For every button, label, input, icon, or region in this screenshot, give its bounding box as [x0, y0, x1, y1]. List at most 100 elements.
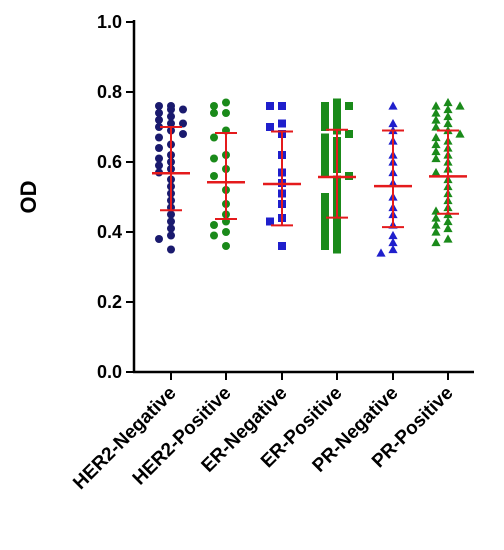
- data-point: [443, 223, 453, 233]
- data-point: [431, 153, 441, 163]
- data-point: [321, 154, 329, 163]
- data-point: [333, 245, 341, 254]
- data-point: [345, 130, 353, 138]
- data-point: [431, 206, 441, 215]
- data-point: [222, 228, 230, 236]
- data-point: [333, 238, 341, 247]
- data-point: [167, 245, 175, 254]
- data-point: [179, 130, 187, 138]
- data-point: [155, 123, 163, 131]
- data-point: [155, 154, 163, 163]
- data-point: [431, 101, 441, 110]
- data-point: [388, 101, 398, 110]
- data-point: [278, 242, 286, 250]
- data-point: [155, 102, 163, 110]
- y-tick-label: 0.4: [97, 222, 122, 242]
- data-point: [222, 242, 230, 250]
- data-point: [278, 102, 286, 110]
- data-point: [167, 217, 175, 226]
- data-point: [431, 167, 441, 177]
- y-tick-label: 0.0: [97, 362, 122, 382]
- data-point: [431, 220, 441, 229]
- data-point: [222, 98, 230, 107]
- data-point: [431, 122, 441, 131]
- x-axis: HER2-NegativeHER2-PositiveER-NegativeER-…: [69, 370, 474, 494]
- data-point: [321, 123, 329, 131]
- data-points: [155, 97, 465, 257]
- data-point: [443, 111, 453, 121]
- data-point: [431, 227, 441, 236]
- data-point: [321, 116, 329, 124]
- data-point: [333, 231, 341, 240]
- data-point: [376, 248, 386, 257]
- data-point: [388, 237, 398, 247]
- data-point: [321, 221, 329, 229]
- data-point: [167, 112, 175, 121]
- data-point: [266, 123, 274, 131]
- data-point: [455, 101, 465, 110]
- data-point: [155, 109, 163, 117]
- data-point: [431, 115, 441, 124]
- data-point: [210, 231, 218, 240]
- data-point: [167, 119, 175, 128]
- data-point: [431, 132, 441, 142]
- data-point: [345, 102, 353, 110]
- data-point: [321, 242, 329, 250]
- data-point: [321, 168, 329, 177]
- data-point: [155, 235, 163, 243]
- y-axis-title: OD: [16, 181, 41, 214]
- data-point: [321, 102, 329, 110]
- data-point: [321, 228, 329, 236]
- x-category-label: HER2-Positive: [129, 383, 236, 490]
- data-point: [167, 105, 175, 114]
- data-point: [333, 98, 341, 107]
- data-point: [167, 210, 175, 219]
- data-point: [431, 146, 441, 156]
- data-point: [431, 139, 441, 149]
- data-point: [455, 129, 465, 138]
- data-point: [431, 237, 441, 247]
- y-tick-label: 0.2: [97, 292, 122, 312]
- data-point: [321, 161, 329, 170]
- data-point: [388, 118, 398, 128]
- data-point: [266, 102, 274, 110]
- data-point: [321, 133, 329, 142]
- data-point: [210, 154, 218, 163]
- data-point: [210, 172, 218, 180]
- data-point: [321, 147, 329, 156]
- data-point: [443, 234, 453, 243]
- data-point: [333, 119, 341, 128]
- y-tick-label: 1.0: [97, 12, 122, 32]
- data-point: [321, 214, 329, 222]
- data-point: [155, 144, 163, 152]
- data-point: [431, 213, 441, 222]
- data-point: [443, 118, 453, 128]
- data-point: [266, 217, 274, 226]
- data-point: [155, 116, 163, 124]
- data-point: [210, 102, 218, 110]
- data-point: [321, 193, 329, 201]
- data-point: [321, 207, 329, 215]
- y-axis: 0.0 0.2 0.4 0.6 0.8 1.0: [97, 12, 136, 382]
- data-point: [278, 119, 286, 128]
- data-point: [321, 140, 329, 149]
- data-point: [167, 231, 175, 240]
- data-point: [443, 97, 453, 107]
- data-point: [179, 119, 187, 128]
- data-point: [210, 109, 218, 117]
- data-point: [333, 224, 341, 233]
- data-point: [443, 104, 453, 114]
- data-point: [155, 161, 163, 170]
- data-point: [333, 217, 341, 226]
- data-point: [321, 235, 329, 243]
- y-tick-label: 0.8: [97, 82, 122, 102]
- data-point: [222, 109, 230, 117]
- data-point: [167, 224, 175, 233]
- data-point: [443, 216, 453, 226]
- data-point: [388, 230, 398, 240]
- data-point: [155, 133, 163, 142]
- mean-sd-bars: [152, 126, 467, 229]
- y-tick-label: 0.6: [97, 152, 122, 172]
- data-point: [333, 112, 341, 121]
